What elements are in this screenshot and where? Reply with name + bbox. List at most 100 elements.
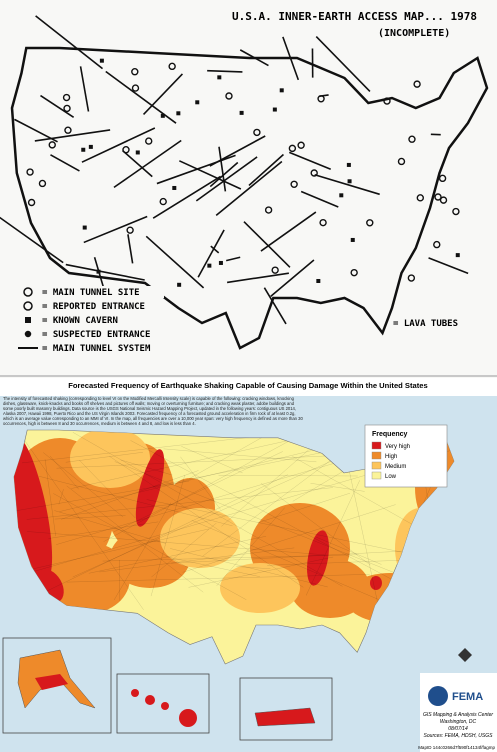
county-line — [15, 474, 289, 607]
legend-bg — [14, 286, 164, 298]
puerto-rico — [254, 707, 316, 727]
hazard-zone — [307, 530, 329, 586]
tunnel — [152, 175, 222, 219]
county-line — [202, 444, 352, 557]
county-line — [171, 550, 406, 564]
county-line — [180, 456, 221, 510]
hazard-zone — [220, 563, 300, 613]
site — [126, 226, 134, 234]
entrance — [88, 144, 93, 149]
hazard-zones — [14, 430, 454, 623]
county-line — [113, 502, 172, 601]
legend-symbol — [25, 317, 31, 323]
entrance — [350, 237, 355, 242]
hazard-zone — [370, 576, 382, 590]
county-line — [163, 448, 317, 463]
map-title: Forecasted Frequency of Earthquake Shaki… — [68, 381, 427, 390]
site — [439, 196, 448, 204]
site — [413, 80, 421, 88]
map-id: MapID 144c0266d7f590f14134f/fagmp — [418, 745, 495, 750]
map-subtitle: (INCOMPLETE) — [378, 28, 450, 39]
legend-bg — [14, 342, 164, 354]
legend-bg — [14, 328, 164, 340]
description: The intensity of forecasted shaking (cor… — [3, 396, 303, 426]
tunnel — [260, 211, 317, 252]
tunnel — [65, 263, 145, 281]
site — [38, 179, 47, 188]
legend-swatch — [371, 451, 382, 460]
entrance — [339, 193, 344, 198]
county-line — [65, 452, 143, 463]
tunnel — [81, 127, 156, 163]
site — [433, 240, 441, 249]
county-line — [257, 492, 351, 523]
credit-line: Sources: FEMA, HDSH, USGS — [424, 733, 494, 739]
us-outline — [10, 46, 489, 350]
site — [317, 95, 325, 103]
county-line — [56, 453, 366, 469]
entrance — [218, 260, 223, 265]
county-line — [218, 475, 358, 477]
tunnel — [428, 257, 469, 275]
county-line — [26, 487, 333, 520]
site — [168, 62, 176, 71]
tunnel — [248, 153, 284, 187]
county-line — [38, 476, 233, 527]
county-line — [66, 574, 370, 583]
site — [63, 104, 71, 113]
county-line — [236, 566, 271, 569]
legend-bg — [14, 300, 164, 312]
hazard-zone — [135, 449, 165, 527]
legend-symbol — [24, 330, 32, 338]
county-line — [99, 547, 295, 573]
entrance — [99, 58, 104, 63]
legend-label: = REPORTED ENTRANCE — [42, 302, 145, 312]
legend-swatch — [371, 471, 382, 480]
credit-line: GIS Mapping & Analysis Center — [423, 712, 493, 718]
county-line — [61, 470, 199, 520]
entrance — [455, 253, 460, 258]
tunnel — [40, 94, 75, 118]
entrance — [347, 179, 352, 184]
tunnel — [83, 215, 148, 244]
county-line — [181, 446, 243, 474]
tunnel — [195, 156, 258, 202]
county-line — [48, 521, 159, 539]
site — [62, 93, 71, 102]
county-line — [103, 430, 309, 542]
county-line — [305, 480, 360, 596]
legend-label: = KNOWN CAVERN — [42, 316, 118, 326]
legend-label: Low — [385, 474, 397, 480]
tunnel — [227, 272, 289, 284]
county-line — [150, 474, 185, 597]
county-line — [216, 507, 285, 586]
tunnel — [127, 234, 134, 264]
credit-line: 08/07/14 — [448, 726, 468, 732]
entrance — [239, 110, 244, 115]
legend-label: = MAIN TUNNEL SITE — [42, 288, 140, 298]
county-line — [43, 452, 124, 518]
tunnel — [314, 173, 380, 196]
tunnel — [34, 129, 111, 142]
tunnel — [288, 151, 331, 170]
legend-symbol — [23, 301, 33, 311]
site — [159, 197, 167, 206]
county-line — [54, 515, 126, 520]
legend-label: = SUSPECTED ENTRANCE — [42, 330, 150, 340]
site — [145, 137, 153, 145]
entrance — [96, 269, 101, 274]
site — [48, 141, 56, 149]
county-line — [182, 504, 396, 573]
site — [383, 97, 391, 105]
tunnel — [209, 161, 239, 188]
legend-label: Very high — [385, 444, 410, 450]
county-line — [71, 432, 325, 489]
site — [310, 169, 318, 177]
hawaii-island — [179, 709, 197, 727]
site — [131, 84, 140, 92]
county-line — [102, 554, 358, 562]
entrance — [195, 100, 200, 105]
tunnel — [243, 221, 291, 268]
entrance — [82, 225, 87, 230]
